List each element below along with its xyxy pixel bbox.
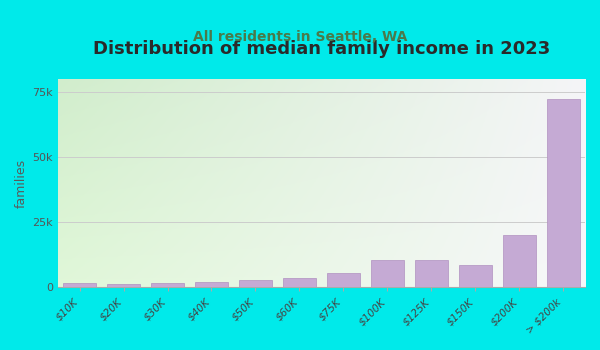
Bar: [415, 260, 448, 287]
Text: All residents in Seattle, WA: All residents in Seattle, WA: [193, 30, 407, 44]
Title: Distribution of median family income in 2023: Distribution of median family income in …: [93, 40, 550, 57]
Bar: [151, 283, 184, 287]
Bar: [503, 235, 536, 287]
Bar: [327, 273, 360, 287]
Bar: [239, 280, 272, 287]
Bar: [458, 265, 491, 287]
Bar: [283, 278, 316, 287]
Bar: [63, 283, 96, 287]
Bar: [547, 99, 580, 287]
Y-axis label: families: families: [15, 159, 28, 208]
Bar: [371, 260, 404, 287]
Bar: [107, 284, 140, 287]
Bar: [195, 282, 228, 287]
